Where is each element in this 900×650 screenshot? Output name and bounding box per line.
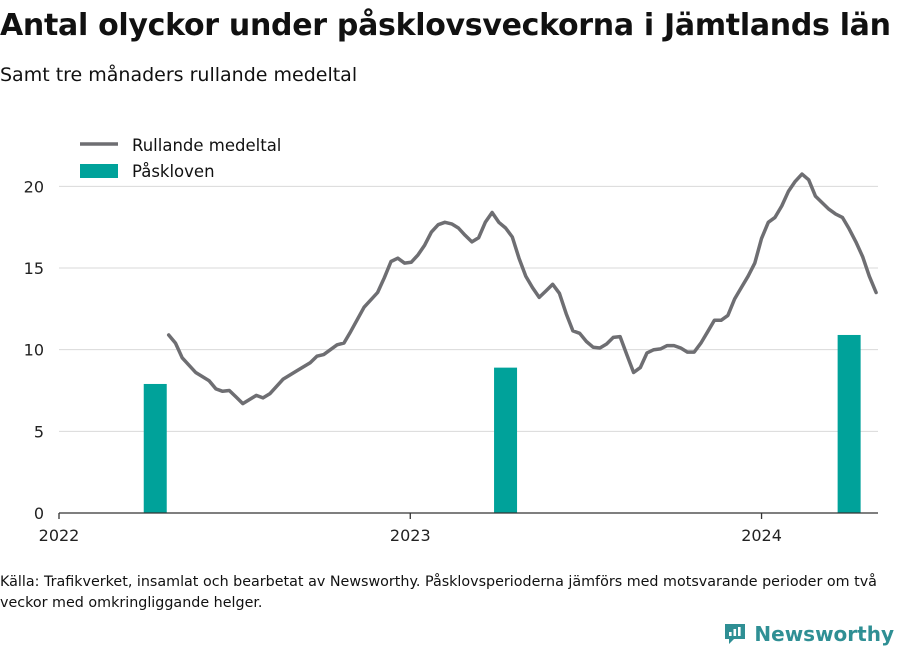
brand-name: Newsworthy (754, 622, 894, 646)
legend-label-easter: Påskloven (132, 162, 215, 181)
y-tick-label-15: 15 (24, 259, 44, 278)
y-tick-label-5: 5 (34, 422, 44, 441)
x-tick-label-2024: 2024 (741, 526, 782, 545)
x-axis-ticks: 2022 2023 2024 (39, 513, 782, 545)
y-tick-label-20: 20 (24, 177, 44, 196)
chart-title: Antal olyckor under påsklovsveckorna i J… (0, 8, 891, 43)
legend: Rullande medeltal Påskloven (76, 131, 298, 183)
accidents-chart: 0 5 10 15 20 2022 2023 2024 Rullande medeltal … (23, 131, 878, 545)
rolling-average-line (166, 172, 878, 406)
y-axis-ticks: 0 5 10 15 20 (24, 177, 44, 523)
bar-1 (143, 383, 167, 513)
brand-logo: Newsworthy (722, 620, 894, 648)
x-tick-label-2023: 2023 (390, 526, 431, 545)
bar-2 (494, 367, 518, 513)
bar-3 (837, 334, 861, 513)
x-tick-label-2022: 2022 (39, 526, 80, 545)
gridlines (59, 185, 878, 432)
newsworthy-logo-icon (725, 624, 746, 644)
legend-bar-swatch (80, 164, 118, 178)
source-note: Källa: Trafikverket, insamlat och bearbe… (0, 574, 877, 611)
easter-bars (143, 334, 861, 513)
chart-subtitle: Samt tre månaders rullande medeltal (0, 64, 358, 86)
legend-label-rolling-average: Rullande medeltal (132, 136, 281, 155)
y-tick-label-0: 0 (34, 504, 44, 523)
y-tick-label-10: 10 (24, 341, 44, 360)
